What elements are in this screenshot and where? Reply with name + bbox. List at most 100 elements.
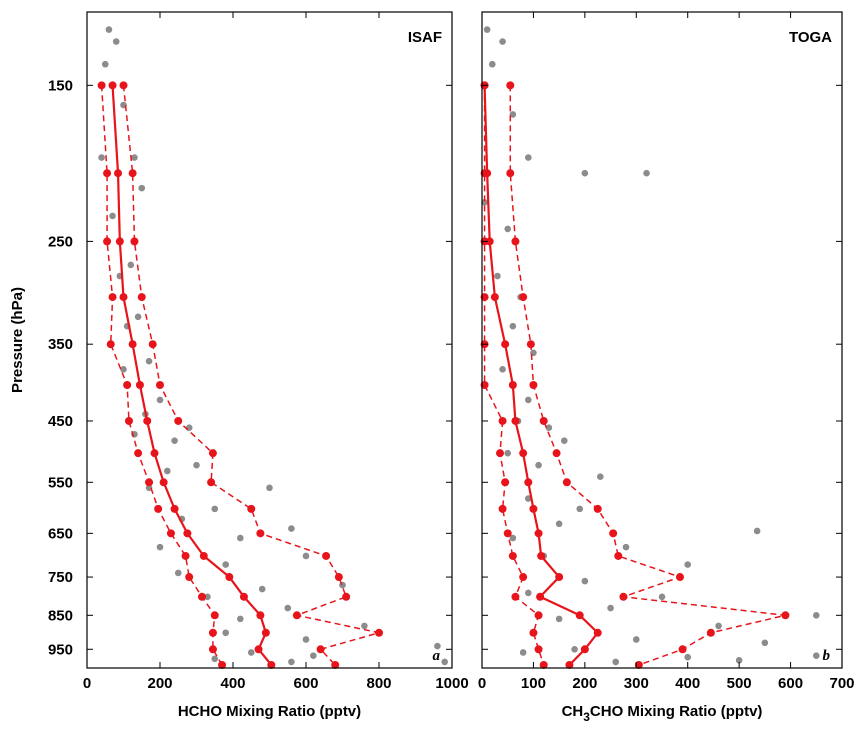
scatter-point — [509, 111, 517, 118]
profile-point — [103, 169, 112, 178]
scatter-point — [237, 615, 244, 623]
scatter-point — [156, 543, 164, 551]
scatter-point — [622, 543, 630, 551]
profile-point — [511, 416, 520, 425]
scatter-point — [761, 639, 769, 647]
scatter-point — [145, 357, 153, 365]
scatter-point — [488, 60, 496, 68]
profile-point — [208, 449, 217, 458]
profile-point — [119, 81, 128, 90]
y-tick-label: 450 — [48, 413, 73, 430]
profile-line — [122, 85, 380, 666]
x-axis-label: HCHO Mixing Ratio (pptv) — [178, 703, 361, 720]
scatter-point — [222, 561, 229, 568]
profile-point — [552, 449, 561, 458]
profile-point — [496, 449, 504, 458]
scatter-point — [535, 461, 542, 469]
profile-point — [128, 340, 137, 349]
profile-point — [225, 573, 234, 582]
profile-point — [145, 478, 154, 487]
scatter-point — [555, 520, 563, 528]
x-axis-label-part: CH — [562, 703, 584, 720]
scatter-point — [302, 552, 310, 560]
scatter-point — [266, 484, 273, 492]
scatter-point — [483, 26, 491, 33]
profile-point — [218, 660, 227, 669]
x-tick-label: 1000 — [435, 675, 468, 692]
profile-point — [148, 340, 157, 349]
profile-point — [143, 416, 152, 425]
scatter-point — [524, 495, 532, 502]
profile-point — [114, 169, 123, 178]
x-tick-label: 300 — [624, 675, 649, 692]
profile-point — [555, 573, 564, 582]
profile-point — [526, 340, 535, 349]
scatter-point — [101, 60, 109, 68]
profile-point — [529, 628, 538, 637]
profile-point — [539, 660, 548, 669]
panel — [97, 26, 449, 669]
plot-frame — [86, 11, 453, 669]
x-tick-label: 100 — [521, 675, 546, 692]
profile-point — [706, 628, 715, 637]
profile-point — [534, 645, 543, 654]
profile-point — [106, 340, 115, 349]
profile-point — [322, 551, 331, 560]
scatter-point — [555, 615, 563, 623]
scatter-point — [237, 534, 244, 542]
profile-point — [676, 573, 684, 582]
scatter-point — [735, 657, 743, 664]
profile-point — [170, 504, 179, 513]
scatter-point — [164, 467, 171, 475]
profile-point — [137, 293, 146, 302]
profile-point — [208, 645, 217, 654]
profile-point — [124, 416, 133, 425]
profile-point — [342, 592, 351, 601]
profile-line — [509, 85, 786, 666]
scatter-point — [481, 199, 488, 206]
scatter-point — [109, 212, 116, 220]
x-tick-label: 800 — [366, 675, 391, 692]
profile-point — [108, 81, 117, 90]
scatter-point — [753, 527, 761, 535]
profile-point — [123, 380, 132, 389]
scatter-point — [193, 461, 200, 469]
scatter-point — [499, 38, 506, 45]
scatter-point — [211, 505, 219, 513]
scatter-point — [310, 652, 317, 659]
profile-point — [536, 592, 545, 601]
scatter-point — [581, 577, 589, 585]
profile-point — [316, 645, 325, 654]
profile-point — [519, 573, 528, 582]
scatter-point — [524, 154, 532, 161]
profile-point — [534, 611, 543, 620]
profile-point — [508, 380, 517, 389]
annotation: TOGA — [789, 29, 832, 46]
x-tick-label: 200 — [572, 675, 597, 692]
profile-point — [619, 592, 628, 601]
profile-point — [634, 660, 643, 669]
profile-point — [197, 592, 206, 601]
scatter-point — [581, 169, 589, 177]
scatter-point — [504, 225, 512, 233]
y-tick-label: 950 — [48, 641, 73, 658]
scatter-point — [576, 505, 584, 513]
profile-point — [501, 478, 510, 487]
profile-line — [483, 85, 600, 666]
profile-point — [156, 380, 164, 389]
scatter-point — [571, 645, 578, 653]
profile-point — [210, 611, 219, 620]
panel-label: b — [823, 648, 831, 664]
scatter-point — [509, 322, 517, 330]
annotation: ISAF — [408, 29, 442, 46]
scatter-point — [204, 593, 211, 601]
profile-point — [247, 504, 256, 513]
profile-point — [292, 611, 301, 620]
scatter-point — [612, 658, 620, 666]
profile-point — [498, 416, 507, 425]
scatter-point — [131, 154, 138, 161]
scatter-point — [112, 38, 120, 45]
profile-point — [575, 611, 584, 620]
profile-point — [254, 645, 263, 654]
